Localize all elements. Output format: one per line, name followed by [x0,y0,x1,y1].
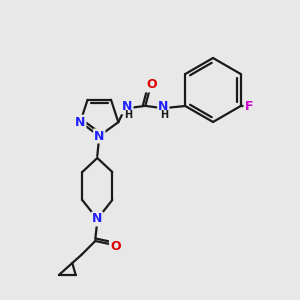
Text: F: F [244,100,253,112]
Text: O: O [146,79,157,92]
Text: N: N [122,100,133,113]
Text: N: N [92,212,103,226]
Text: N: N [158,100,169,113]
Text: H: H [160,110,168,120]
Text: O: O [110,241,121,254]
Text: N: N [75,116,86,129]
Text: N: N [94,130,104,142]
Text: H: H [124,110,132,120]
